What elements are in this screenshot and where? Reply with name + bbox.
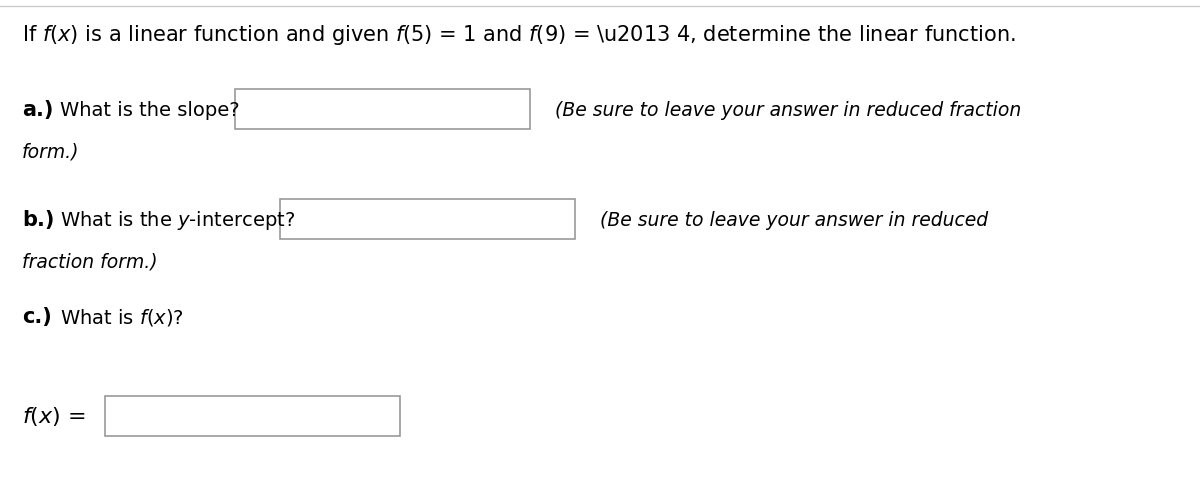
Text: (Be sure to leave your answer in reduced fraction: (Be sure to leave your answer in reduced… (554, 100, 1021, 119)
Text: fraction form.): fraction form.) (22, 252, 157, 271)
FancyBboxPatch shape (235, 90, 530, 130)
Text: What is $\mathit{f}(\mathit{x})$?: What is $\mathit{f}(\mathit{x})$? (60, 306, 184, 327)
Text: c.): c.) (22, 306, 52, 326)
Text: form.): form.) (22, 142, 79, 161)
Text: What is the slope?: What is the slope? (60, 100, 240, 119)
FancyBboxPatch shape (280, 199, 575, 240)
Text: What is the $\mathit{y}$-intercept?: What is the $\mathit{y}$-intercept? (60, 208, 295, 231)
FancyBboxPatch shape (106, 396, 400, 436)
Text: (Be sure to leave your answer in reduced: (Be sure to leave your answer in reduced (600, 210, 988, 229)
Text: $\mathit{f}(\mathit{x})$ =: $\mathit{f}(\mathit{x})$ = (22, 405, 85, 428)
Text: a.): a.) (22, 100, 53, 120)
Text: b.): b.) (22, 210, 54, 229)
Text: If $\mathit{f}(\mathit{x})$ is a linear function and given $\mathit{f}$(5) = 1 a: If $\mathit{f}(\mathit{x})$ is a linear … (22, 23, 1015, 47)
